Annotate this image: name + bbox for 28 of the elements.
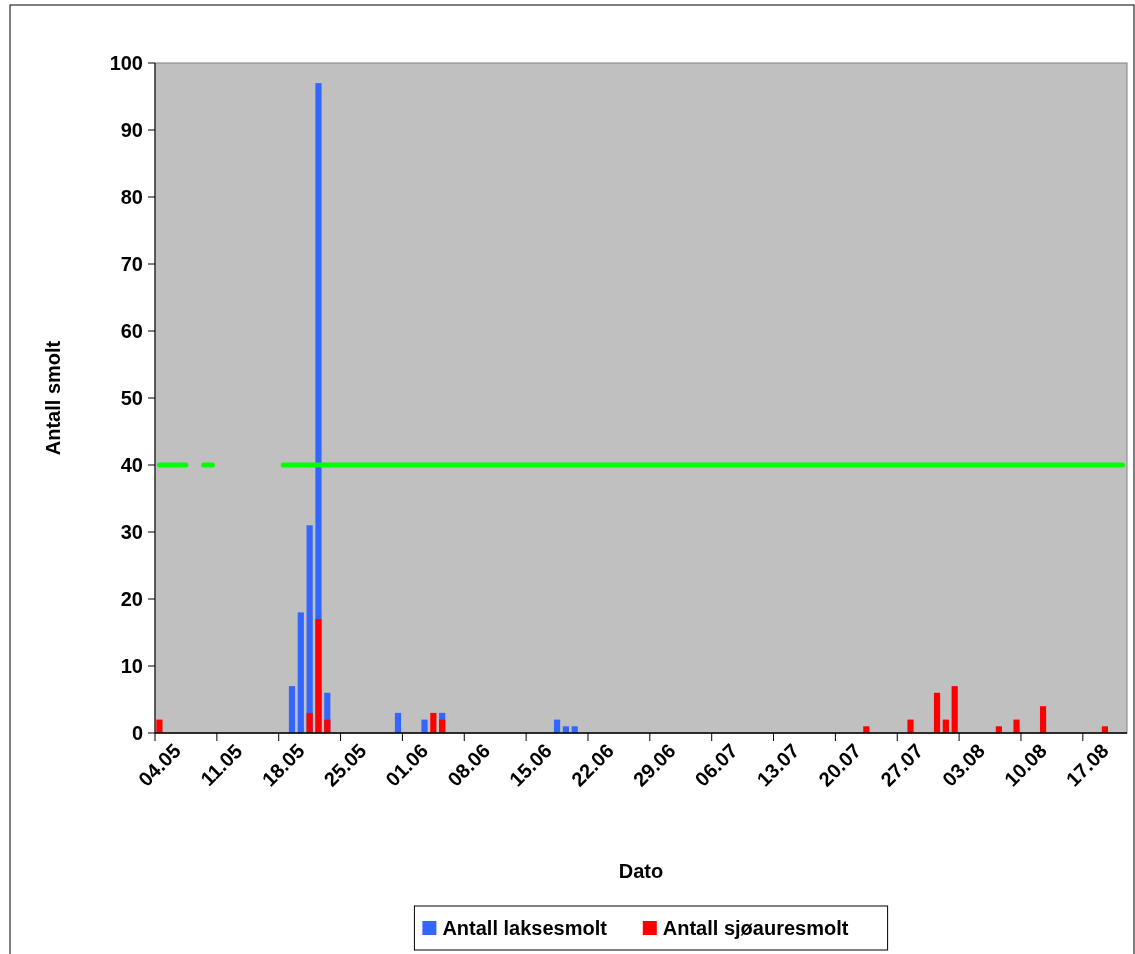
bar [156,719,163,733]
bar [306,712,313,733]
y-tick-label: 0 [131,722,143,744]
y-tick-label: 10 [120,655,143,677]
bar [933,692,941,733]
y-tick-label: 40 [120,454,143,476]
bar [907,719,914,733]
legend-label: Antall sjøauresmolt [662,917,849,939]
bar [421,719,428,733]
y-tick-label: 50 [120,387,143,409]
y-axis-title: Antall smolt [42,340,64,456]
y-tick-label: 70 [120,253,143,275]
bar [288,686,296,733]
bar [430,712,437,733]
bar [1039,706,1047,733]
y-tick-label: 100 [109,52,143,74]
y-tick-label: 80 [120,186,143,208]
legend-label: Antall laksesmolt [442,917,608,939]
bar [394,712,402,733]
y-tick-label: 30 [120,521,143,543]
y-tick-label: 60 [120,320,143,342]
x-axis-title: Dato [618,860,664,882]
y-tick-label: 90 [120,119,143,141]
bar [315,619,322,733]
bar [951,686,958,733]
bar [297,612,304,733]
y-tick-label: 20 [120,588,143,610]
bar [1013,719,1020,733]
